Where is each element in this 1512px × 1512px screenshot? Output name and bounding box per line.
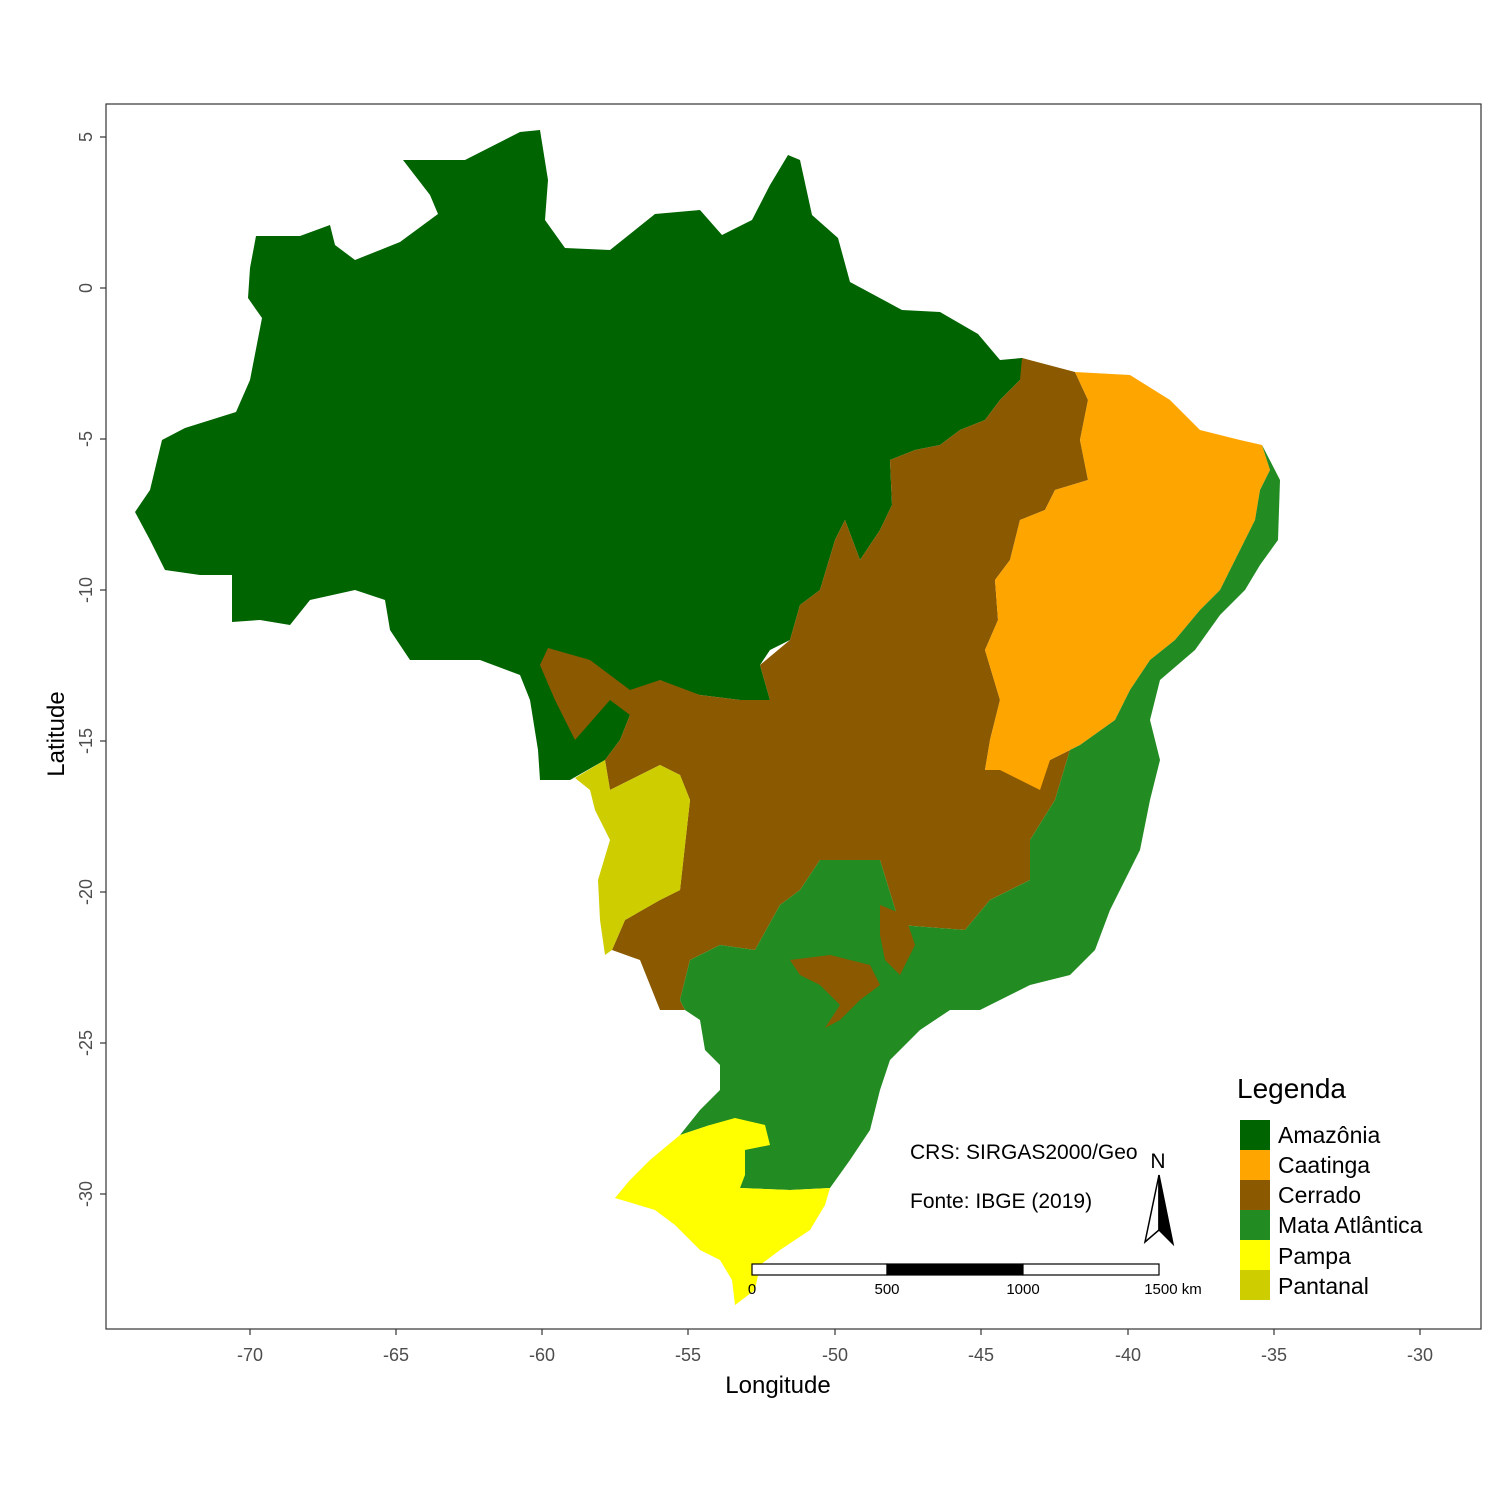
scale-label: 500 [874, 1281, 899, 1298]
x-tick-label: -50 [822, 1345, 848, 1365]
legend-label: Pantanal [1278, 1273, 1369, 1299]
legend-label: Cerrado [1278, 1182, 1361, 1208]
x-tick-label: -55 [675, 1345, 701, 1365]
y-axis-title: Latitude [43, 691, 70, 776]
scale-label: 1000 [1006, 1281, 1039, 1298]
legend-label: Caatinga [1278, 1152, 1370, 1178]
legend-swatch [1240, 1270, 1270, 1300]
x-axis [249, 1329, 1421, 1335]
x-tick-label: -60 [529, 1345, 555, 1365]
legend-title: Legenda [1237, 1073, 1346, 1104]
north-arrow-icon: N [1143, 1150, 1175, 1247]
x-tick-label: -40 [1115, 1345, 1141, 1365]
legend: Legenda Amazônia Caatinga Cerrado Mata A… [1237, 1073, 1423, 1300]
y-tick-label: -15 [76, 728, 96, 754]
legend-swatch [1240, 1120, 1270, 1150]
y-axis [100, 136, 106, 1195]
y-tick-label: -5 [76, 431, 96, 447]
x-tick-label: -70 [237, 1345, 263, 1365]
y-tick-labels: 5 0 -5 -10 -15 -20 -25 -30 [76, 132, 96, 1207]
region-amazonia [135, 130, 1045, 780]
legend-swatch [1240, 1150, 1270, 1180]
region-mata-atlantica [680, 445, 1280, 1190]
source-note: Fonte: IBGE (2019) [910, 1190, 1092, 1213]
region-cerrado-enclave-2 [880, 905, 915, 975]
north-arrow-label: N [1150, 1150, 1165, 1173]
legend-label: Pampa [1278, 1243, 1351, 1269]
legend-swatch [1240, 1180, 1270, 1210]
x-tick-label: -30 [1407, 1345, 1433, 1365]
region-cerrado [540, 358, 1088, 1010]
y-tick-label: -30 [76, 1181, 96, 1207]
region-caatinga [985, 372, 1270, 790]
x-tick-label: -35 [1261, 1345, 1287, 1365]
x-tick-label: -45 [968, 1345, 994, 1365]
y-tick-label: -10 [76, 577, 96, 603]
y-tick-label: 0 [76, 283, 96, 293]
legend-label: Mata Atlântica [1278, 1212, 1423, 1238]
biome-regions [135, 130, 1280, 1305]
scale-bar: 0 500 1000 1500 km [748, 1263, 1202, 1298]
crs-note: CRS: SIRGAS2000/Geo [910, 1141, 1138, 1164]
legend-swatch [1240, 1210, 1270, 1240]
scale-label: 0 [748, 1281, 756, 1298]
region-pantanal [575, 760, 690, 955]
region-pampa [615, 1118, 830, 1305]
x-tick-label: -65 [383, 1345, 409, 1365]
scale-label: 1500 km [1144, 1281, 1202, 1298]
legend-label: Amazônia [1278, 1122, 1380, 1148]
legend-swatch [1240, 1240, 1270, 1270]
y-tick-label: -25 [76, 1030, 96, 1056]
x-axis-title: Longitude [725, 1372, 830, 1399]
region-cerrado-enclave [790, 955, 880, 1028]
y-tick-label: 5 [76, 132, 96, 142]
y-tick-label: -20 [76, 879, 96, 905]
x-tick-labels: -70 -65 -60 -55 -50 -45 -40 -35 -30 [237, 1345, 1433, 1365]
